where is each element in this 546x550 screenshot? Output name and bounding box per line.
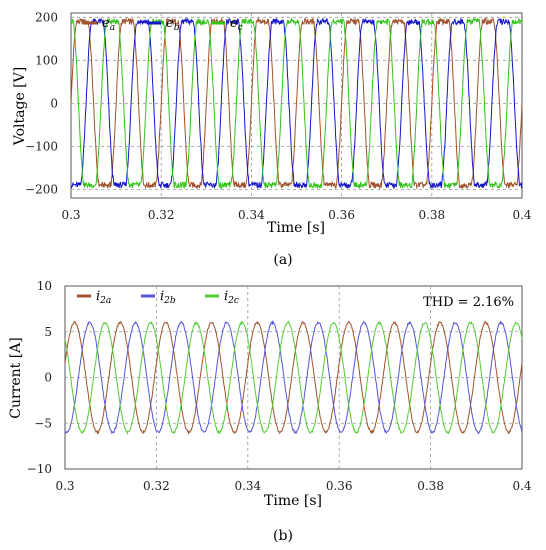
y-axis-label-b: Current [A]	[8, 337, 24, 419]
legend-label-subscript: 2c	[227, 296, 239, 306]
x-tick-labels-a: 0.3 0.32 0.34 0.36 0.38 0.4	[61, 208, 531, 222]
y-tick-label: −200	[25, 182, 58, 196]
x-tick-label: 0.3	[61, 208, 80, 222]
gridlines-b	[65, 286, 522, 469]
series-line-i2a	[64, 320, 523, 436]
panel-caption-b: (b)	[273, 528, 293, 544]
legend-label-subscript: b	[174, 23, 180, 33]
x-tick-label: 0.34	[234, 479, 261, 493]
legend-b: i2a i2b i2c	[77, 289, 239, 306]
series-lines-a	[70, 16, 523, 190]
x-axis-label-a: Time [s]	[267, 220, 325, 236]
legend-label-subscript: a	[110, 23, 115, 33]
series-line-i2c	[64, 320, 523, 436]
y-axis-label-a: Voltage [V]	[12, 67, 28, 146]
legend-label-subscript: 2b	[163, 296, 176, 306]
series-line-eb	[70, 17, 523, 190]
thd-annotation: THD = 2.16%	[423, 295, 514, 310]
series-line-ec	[70, 16, 523, 190]
x-tick-label: 0.4	[512, 208, 531, 222]
x-tick-label: 0.38	[417, 479, 444, 493]
x-tick-labels-b: 0.3 0.32 0.34 0.36 0.38 0.4	[55, 479, 531, 493]
x-tick-label: 0.4	[512, 479, 531, 493]
legend-label-subscript: 2a	[99, 296, 111, 306]
x-tick-label: 0.36	[328, 208, 355, 222]
y-tick-labels-a: 200 100 0 −100 −200	[25, 10, 58, 196]
x-axis-label-b: Time [s]	[264, 493, 322, 509]
x-tick-label: 0.34	[238, 208, 265, 222]
x-tick-label: 0.38	[418, 208, 445, 222]
y-tick-label: −10	[27, 462, 52, 476]
y-tick-label: 0	[44, 371, 52, 385]
x-tick-label: 0.36	[326, 479, 353, 493]
x-tick-label: 0.32	[148, 208, 175, 222]
legend-label-subscript: c	[238, 23, 243, 33]
y-tick-label: 0	[50, 96, 58, 110]
panel-caption-a: (a)	[273, 252, 292, 268]
y-tick-label: 5	[44, 325, 52, 339]
series-line-ea	[70, 17, 523, 190]
y-tick-labels-b: 10 5 0 −5 −10	[27, 279, 52, 476]
y-tick-label: −100	[25, 139, 58, 153]
x-tick-label: 0.32	[143, 479, 170, 493]
series-line-i2b	[64, 320, 523, 435]
chart-panel-b: 0.3 0.32 0.34 0.36 0.38 0.4 10 5 0 −5 −10 i2a i2b i…	[8, 279, 532, 544]
y-tick-label: 100	[35, 53, 58, 67]
y-tick-label: 10	[37, 279, 52, 293]
y-tick-label: 200	[35, 10, 58, 24]
x-tick-label: 0.3	[55, 479, 74, 493]
y-tick-label: −5	[34, 416, 52, 430]
series-lines-b	[64, 320, 523, 436]
